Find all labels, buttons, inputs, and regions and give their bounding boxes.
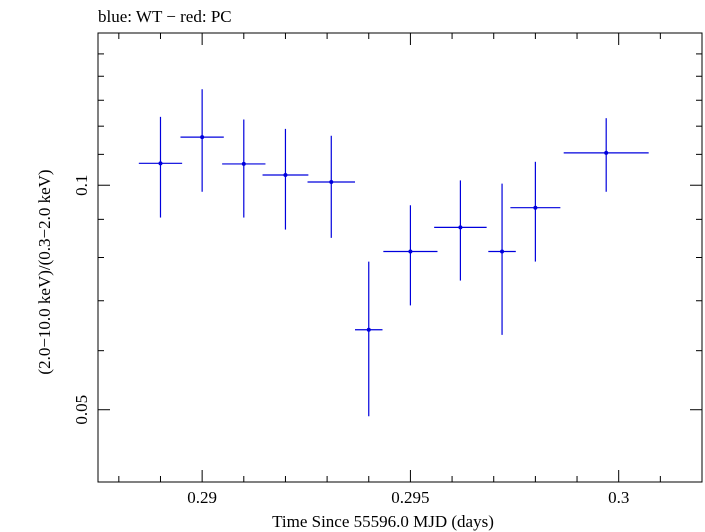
data-point <box>307 135 356 238</box>
point-marker <box>408 249 413 254</box>
axis-ticks <box>98 32 703 483</box>
data-series <box>138 89 649 417</box>
point-marker <box>283 173 288 178</box>
point-marker <box>329 180 334 185</box>
y-tick-label: 0.05 <box>72 395 91 425</box>
data-point <box>138 116 183 218</box>
data-point <box>563 118 649 192</box>
chart-title: blue: WT − red: PC <box>98 7 232 26</box>
x-tick-label: 0.29 <box>187 488 217 507</box>
data-point <box>510 161 561 262</box>
data-point <box>488 183 516 335</box>
data-point <box>262 128 309 230</box>
point-marker <box>241 161 246 166</box>
y-tick-labels: 0.05 0.1 <box>72 175 91 425</box>
point-marker <box>366 327 371 332</box>
point-marker <box>158 161 163 166</box>
y-axis-label: (2.0−10.0 keV)/(0.3−2.0 keV) <box>35 169 54 374</box>
data-point <box>355 261 383 417</box>
x-tick-labels: 0.29 0.295 0.3 <box>187 488 629 507</box>
data-point <box>434 180 487 281</box>
point-marker <box>458 225 463 230</box>
point-marker <box>200 135 205 140</box>
data-point <box>383 205 438 306</box>
plot-frame <box>97 32 703 483</box>
point-marker <box>500 249 505 254</box>
x-tick-label: 0.295 <box>391 488 429 507</box>
y-tick-label: 0.1 <box>72 175 91 196</box>
data-point <box>222 119 266 218</box>
point-marker <box>533 205 538 210</box>
x-tick-label: 0.3 <box>608 488 629 507</box>
data-point <box>180 89 224 192</box>
x-axis-label: Time Since 55596.0 MJD (days) <box>272 512 494 531</box>
point-marker <box>604 150 609 155</box>
